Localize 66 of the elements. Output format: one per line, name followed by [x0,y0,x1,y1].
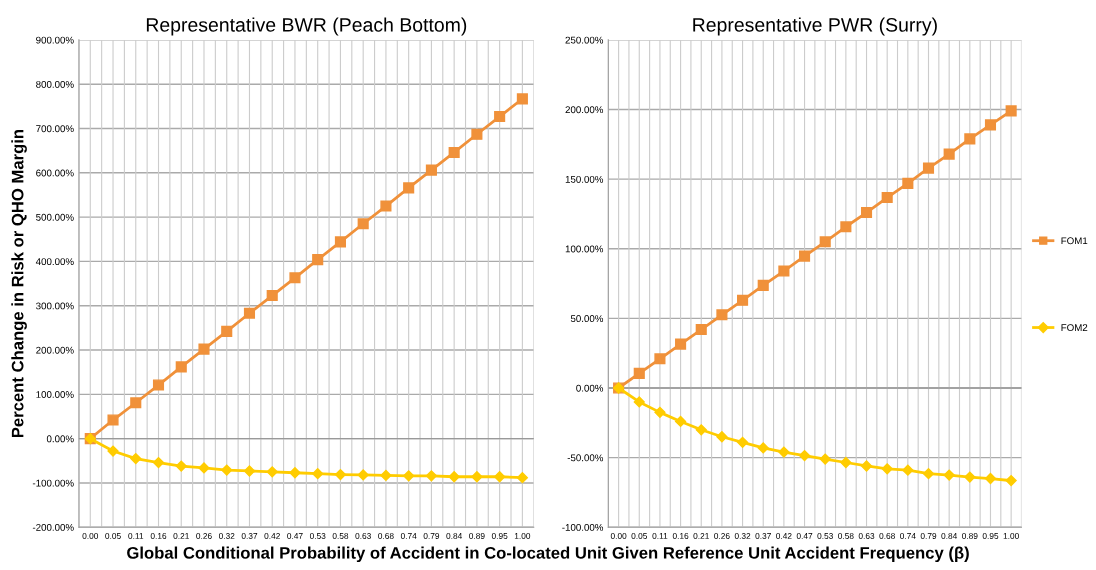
x-tick-label: 0.05 [105,533,121,539]
x-tick-label: 0.00 [610,533,627,539]
x-tick-label: 0.63 [858,533,875,539]
y-tick-label: -100.00% [32,479,74,487]
y-tick-label: 150.00% [565,175,604,183]
x-tick-label: 0.95 [982,533,999,539]
x-tick-label: 0.58 [332,533,349,539]
y-tick-label: -200.00% [32,523,74,531]
chart-title: Representative BWR (Peach Bottom) [146,17,467,36]
x-tick-label: 0.74 [900,533,916,539]
x-tick-label: 0.95 [491,533,508,539]
y-tick-label: 50.00% [570,315,604,322]
y-tick-label: -50.00% [567,454,604,462]
x-tick-label: 0.37 [755,533,771,539]
y-tick-label: 700.00% [36,125,74,133]
x-tick-label: 0.74 [400,533,417,539]
x-tick-label: 0.68 [879,533,895,539]
x-tick-label: 0.42 [776,533,792,539]
y-tick-label: 500.00% [36,213,74,221]
y-tick-label: 600.00% [36,169,74,177]
x-tick-label: 0.32 [734,533,751,539]
y-tick-label: 250.00% [565,36,604,44]
y-tick-label: 100.00% [36,391,74,398]
legend-label: FOM2 [1061,324,1088,332]
x-tick-label: 0.05 [631,533,648,539]
x-tick-label: 0.84 [446,533,463,539]
x-tick-label: 0.26 [714,533,730,539]
x-tick-label: 0.58 [838,533,854,539]
y-tick-label: 900.00% [36,36,74,44]
y-tick-label: 400.00% [35,258,74,266]
x-tick-label: 0.32 [218,533,235,539]
y-tick-label: 200.00% [565,106,604,114]
x-tick-label: 0.89 [962,533,978,539]
x-tick-label: 0.63 [355,533,371,539]
x-tick-label: 0.11 [652,533,668,539]
x-tick-label: 1.00 [514,533,531,539]
x-tick-label: 0.37 [241,533,258,539]
x-tick-label: 1.00 [1003,533,1019,539]
x-tick-label: 0.26 [196,533,212,539]
y-tick-label: 800.00% [36,80,74,88]
y-tick-label: 0.00% [46,435,74,443]
y-tick-label: -100.00% [562,523,604,531]
x-tick-label: 0.11 [128,533,144,539]
x-tick-label: 0.84 [941,533,958,539]
x-tick-label: 0.42 [264,533,280,539]
chart-title: Representative PWR (Surry) [693,17,937,36]
x-axis-title: Global Conditional Probability of Accident in Co-located Unit Given Reference Unit Accident Frequency (β) [127,546,969,563]
x-tick-label: 0.47 [796,533,813,539]
x-tick-label: 0.21 [693,533,709,539]
y-tick-label: 300.00% [36,302,74,310]
y-axis-title: Percent Change in Risk or QHO Margin [11,129,27,438]
y-tick-label: 100.00% [565,245,604,253]
x-tick-label: 0.79 [920,533,937,539]
legend-label: FOM1 [1061,237,1088,245]
x-tick-label: 0.16 [672,533,689,539]
x-tick-label: 0.47 [287,533,303,539]
x-tick-label: 0.21 [173,533,189,539]
x-tick-label: 0.89 [469,533,485,539]
x-tick-label: 0.00 [82,533,99,539]
y-tick-label: 200.00% [36,346,74,354]
x-tick-label: 0.53 [309,533,326,539]
x-tick-label: 0.53 [817,533,833,539]
y-tick-label: 0.00% [576,384,604,392]
x-tick-label: 0.16 [150,533,167,539]
x-tick-label: 0.79 [423,533,440,539]
x-tick-label: 0.68 [378,533,394,539]
